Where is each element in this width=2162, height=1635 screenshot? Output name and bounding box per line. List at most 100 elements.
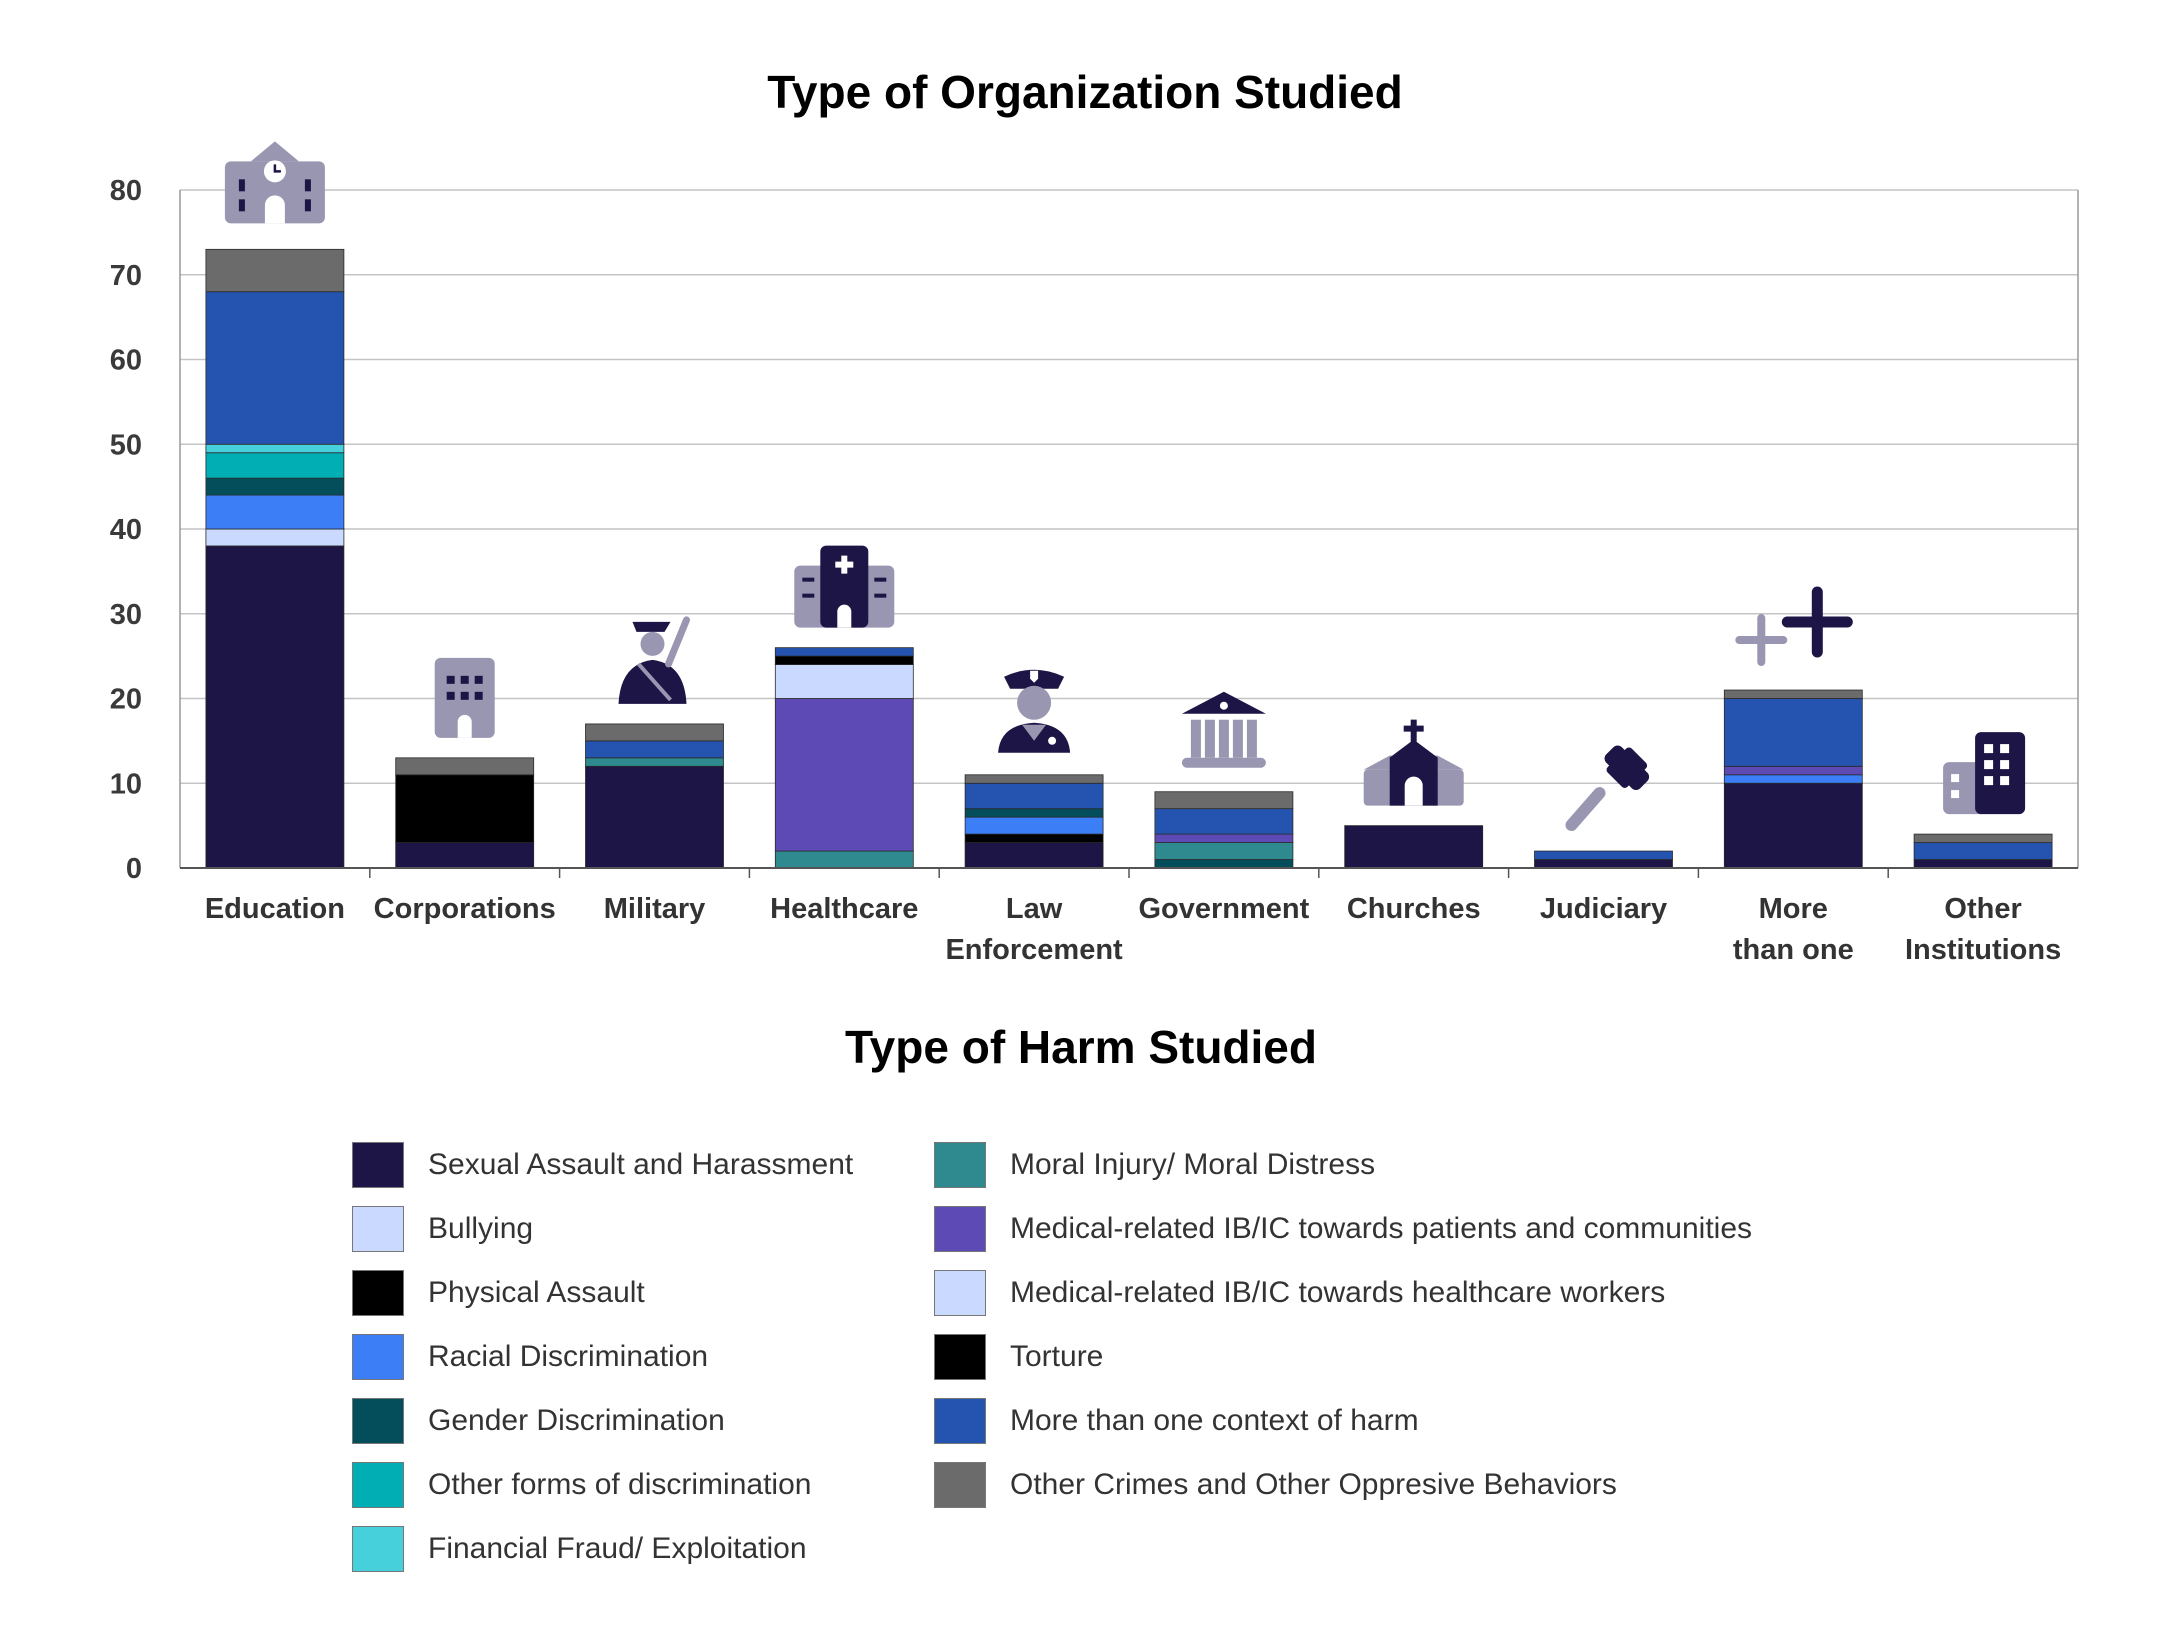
bar-segment	[964, 782, 1104, 810]
bar-segment	[585, 765, 724, 869]
legend-item: Gender Discrimination	[352, 1396, 725, 1446]
legend-label: Medical-related IB/IC towards healthcare…	[1010, 1276, 1666, 1309]
bar-segment	[1154, 791, 1294, 810]
bar-stack	[205, 248, 345, 869]
y-tick-label: 0	[126, 853, 142, 885]
bar-segment	[774, 850, 914, 869]
bar-segment	[964, 816, 1104, 835]
legend-label: Financial Fraud/ Exploitation	[428, 1532, 807, 1565]
legend-item: Moral Injury/ Moral Distress	[934, 1140, 1375, 1190]
legend: Sexual Assault and Harassment Bullying Phy…	[0, 1140, 2162, 1600]
y-tick-label: 30	[110, 599, 142, 631]
police-officer-icon	[998, 669, 1071, 753]
y-tick-label: 70	[110, 260, 142, 292]
bar-segment	[205, 528, 345, 547]
legend-label: More than one context of harm	[1010, 1404, 1419, 1437]
y-tick-label: 60	[110, 345, 142, 377]
x-tick-label: More	[1759, 893, 1828, 925]
bar-segment	[1154, 833, 1294, 843]
stacked-bar-chart: Type of Organization Studied 0 10 20 30 40 50…	[110, 66, 2079, 966]
bar-segment	[774, 647, 914, 657]
bar-segment	[1534, 850, 1673, 860]
office-building-icon	[434, 657, 495, 738]
legend-label: Moral Injury/ Moral Distress	[1010, 1148, 1376, 1181]
bar-stack	[395, 757, 535, 869]
bar-segment	[964, 774, 1104, 784]
category-icons	[224, 141, 2026, 832]
legend-swatch	[352, 1270, 404, 1316]
legend-item: Sexual Assault and Harassment	[352, 1140, 853, 1190]
bar-segment	[1913, 833, 2053, 843]
bar-segment	[1723, 698, 1863, 767]
x-tick-label: Government	[1138, 893, 1309, 925]
bar-segment	[774, 664, 914, 699]
bar-segment	[964, 833, 1104, 843]
legend-item: More than one context of harm	[934, 1396, 1419, 1446]
legend-swatch	[934, 1398, 986, 1444]
x-tick-label: Healthcare	[770, 893, 918, 925]
bar-stack	[1344, 825, 1484, 869]
legend-item: Financial Fraud/ Exploitation	[352, 1524, 807, 1574]
soldier-icon	[618, 616, 690, 704]
y-tick-label: 40	[110, 514, 142, 546]
bar-segment	[205, 452, 345, 479]
y-tick-label: 10	[110, 768, 142, 800]
legend-item: Other Crimes and Other Oppresive Behavio…	[934, 1460, 1617, 1510]
bar-stack	[1534, 850, 1673, 869]
legend-item: Medical-related IB/IC towards healthcare…	[934, 1268, 1665, 1318]
bar-segment	[205, 248, 345, 293]
x-tick-label: Military	[604, 893, 706, 925]
bar-segment	[585, 740, 724, 759]
bar-segment	[205, 545, 345, 869]
y-tick-label: 50	[110, 429, 142, 461]
x-tick-label: Corporations	[374, 893, 556, 925]
legend-swatch	[352, 1334, 404, 1380]
bar-segment	[964, 842, 1104, 869]
bar-segment	[1154, 808, 1294, 835]
bar-segment	[1154, 859, 1294, 869]
school-icon	[224, 141, 325, 224]
bars	[205, 248, 2053, 869]
legend-label: Medical-related IB/IC towards patients a…	[1010, 1212, 1753, 1245]
legend-swatch	[352, 1398, 404, 1444]
legend-swatch	[352, 1462, 404, 1508]
x-tick-label: Enforcement	[945, 934, 1123, 966]
apartment-building-icon	[1943, 732, 2026, 815]
legend-swatch	[934, 1142, 986, 1188]
church-icon	[1363, 719, 1464, 806]
bar-segment	[1723, 689, 1863, 699]
hospital-icon	[794, 545, 895, 628]
legend-item: Torture	[934, 1332, 1103, 1382]
legend-label: Torture	[1010, 1340, 1104, 1373]
x-tick-label: than one	[1733, 934, 1854, 966]
bar-stack	[1723, 689, 1863, 869]
bar-segment	[1344, 825, 1484, 869]
legend-label: Racial Discrimination	[428, 1340, 709, 1373]
legend-title: Type of Harm Studied	[845, 1021, 1317, 1073]
legend-item: Physical Assault	[352, 1268, 645, 1318]
bar-segment	[1723, 782, 1863, 869]
bar-segment	[1534, 859, 1673, 869]
bar-segment	[774, 655, 914, 666]
x-tick-label: Education	[205, 893, 345, 925]
legend-item: Bullying	[352, 1204, 533, 1254]
bar-stack	[964, 774, 1104, 869]
bar-segment	[205, 494, 345, 530]
bar-segment	[205, 291, 345, 445]
legend-item: Racial Discrimination	[352, 1332, 708, 1382]
y-axis: 0 10 20 30 40 50 60 70 80	[110, 175, 142, 885]
legend-label: Other forms of discrimination	[428, 1468, 812, 1501]
bar-segment	[1913, 859, 2053, 869]
y-tick-label: 20	[110, 684, 142, 716]
x-tick-label: Judiciary	[1540, 893, 1667, 925]
legend-swatch	[352, 1142, 404, 1188]
bar-segment	[205, 477, 345, 496]
bar-segment	[1723, 765, 1863, 776]
bar-segment	[395, 842, 535, 869]
legend-swatch	[352, 1526, 404, 1572]
bar-segment	[1154, 842, 1294, 860]
bar-segment	[205, 443, 345, 454]
chart-title: Type of Organization Studied	[767, 66, 1403, 118]
bar-segment	[585, 723, 724, 742]
government-building-icon	[1181, 691, 1266, 768]
